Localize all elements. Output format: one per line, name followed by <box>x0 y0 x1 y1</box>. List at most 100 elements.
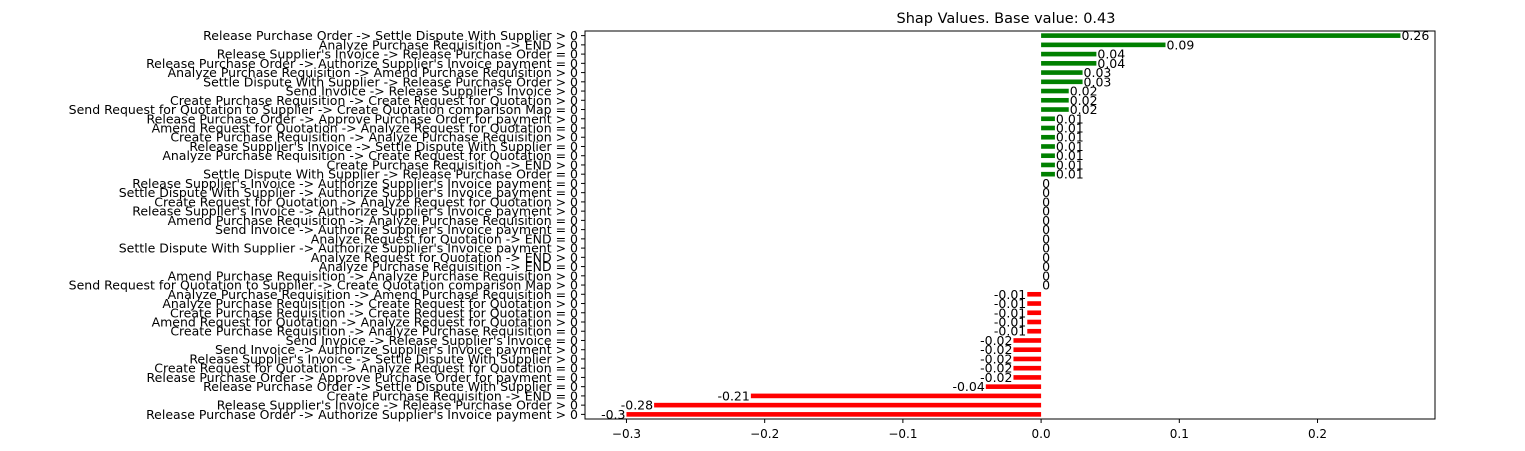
bar-value-label: 0.03 <box>1084 65 1112 80</box>
y-tick-label: Amend Request for Quotation -> Analyze R… <box>152 121 578 136</box>
y-tick-label: Release Purchase Order -> Settle Dispute… <box>203 28 578 43</box>
bar-value-label: 0.01 <box>1056 157 1084 172</box>
bar <box>1041 162 1055 168</box>
bar <box>1041 107 1069 112</box>
bar-value-label: -0.02 <box>980 333 1012 348</box>
bars-layer <box>626 33 1401 417</box>
y-tick-label: Release Purchase Order -> Authorize Supp… <box>146 407 578 422</box>
y-tick-label: Create Purchase Requisition -> Analyze P… <box>170 130 578 145</box>
y-tick-label: Analyze Purchase Requisition -> END = 0 <box>319 259 578 274</box>
bar <box>1013 375 1042 380</box>
bar-value-label: 0 <box>1042 250 1050 265</box>
y-tick-label: Settle Dispute With Supplier -> Authoriz… <box>119 241 578 256</box>
y-tick-label: Create Purchase Requisition -> Create Re… <box>170 93 578 108</box>
y-tick-label: Analyze Purchase Requisition -> Amend Pu… <box>168 287 578 302</box>
bar-value-label: 0.02 <box>1070 84 1098 99</box>
y-tick-label: Release Purchase Order -> Approve Purcha… <box>147 370 578 385</box>
bar <box>1013 338 1042 343</box>
y-tick-label: Analyze Purchase Requisition -> Create R… <box>162 296 578 311</box>
bar-value-label: 0 <box>1042 222 1050 237</box>
bar-value-label: -0.02 <box>980 361 1012 376</box>
y-tick-label: Release Purchase Order -> Settle Dispute… <box>203 379 578 394</box>
y-tick-label: Amend Purchase Requisition -> Analyze Pu… <box>168 213 578 228</box>
x-tick-label: 0.0 <box>1032 427 1051 441</box>
y-axis-labels: Release Purchase Order -> Settle Dispute… <box>69 28 585 422</box>
y-tick-label: Create Request for Quotation -> Analyze … <box>154 361 578 376</box>
x-tick-label: 0.1 <box>1170 427 1189 441</box>
bar <box>1041 70 1083 75</box>
bar-value-label: 0 <box>1042 278 1050 293</box>
bar-value-label: -0.02 <box>980 342 1012 357</box>
bar-value-label: 0 <box>1042 204 1050 219</box>
bar <box>1013 356 1042 362</box>
bar <box>1041 116 1055 122</box>
y-tick-label: Release Supplier's Invoice -> Release Pu… <box>217 47 578 62</box>
bar-value-label: 0 <box>1042 176 1050 191</box>
y-tick-label: Release Purchase Order -> Approve Purcha… <box>147 111 578 126</box>
bar <box>1027 291 1042 297</box>
bar-value-label: 0 <box>1042 268 1050 283</box>
y-tick-label: Analyze Purchase Requisition -> Amend Pu… <box>168 65 578 80</box>
y-tick-label: Send Invoice -> Authorize Supplier's Inv… <box>215 222 578 237</box>
bar-value-label: 0.01 <box>1056 121 1084 136</box>
x-tick-label: 0.2 <box>1308 427 1327 441</box>
x-tick-label: −0.3 <box>612 427 641 441</box>
y-tick-label: Settle Dispute With Supplier -> Release … <box>203 167 578 182</box>
bar-value-label: -0.04 <box>952 379 984 394</box>
y-tick-label: Send Invoice -> Release Supplier's Invoi… <box>286 333 578 348</box>
chart-title: Shap Values. Base value: 0.43 <box>897 11 1116 27</box>
bar-value-label: 0.09 <box>1166 37 1194 52</box>
bar-value-label: 0.03 <box>1084 74 1112 89</box>
y-tick-label: Create Request for Quotation -> Analyze … <box>154 194 578 209</box>
y-tick-label: Analyze Purchase Requisition -> END > 0 <box>319 37 578 52</box>
bar <box>1027 301 1042 306</box>
bar-value-label: 0 <box>1042 213 1050 228</box>
bar-value-label: 0 <box>1042 185 1050 200</box>
bar-value-label: 0.02 <box>1070 93 1098 108</box>
plot-frame <box>584 30 1436 420</box>
bar <box>985 384 1042 389</box>
y-tick-label: Analyze Request for Quotation -> END > 0 <box>311 250 578 265</box>
y-tick-label: Send Invoice -> Release Supplier's Invoi… <box>286 84 578 99</box>
bar-value-label: 0 <box>1042 231 1050 246</box>
bar <box>1041 153 1055 159</box>
y-tick-label: Create Purchase Requisition -> END > 0 <box>327 157 579 172</box>
bar <box>1041 61 1097 66</box>
bar-value-label: 0.04 <box>1097 47 1125 62</box>
bar <box>1027 310 1042 316</box>
bar-value-label: 0.01 <box>1056 111 1084 126</box>
bar-value-label: 0.01 <box>1056 167 1084 182</box>
y-tick-label: Release Supplier's Invoice -> Settle Dis… <box>189 139 578 154</box>
bar-value-label: 0 <box>1042 259 1050 274</box>
bar-value-label: 0.04 <box>1097 56 1125 71</box>
bar-value-label: -0.01 <box>994 324 1026 339</box>
bar-value-label: -0.01 <box>994 315 1026 330</box>
bar <box>1041 79 1083 85</box>
bar-value-label: 0 <box>1042 194 1050 209</box>
bar <box>1013 347 1042 353</box>
y-tick-label: Release Supplier's Invoice -> Authorize … <box>132 176 578 191</box>
y-tick-label: Release Purchase Order -> Authorize Supp… <box>146 56 578 71</box>
y-tick-label: Send Request for Quotation to Supplier -… <box>69 102 578 117</box>
bar <box>654 402 1042 408</box>
bar <box>1027 328 1042 334</box>
y-tick-label: Settle Dispute With Supplier -> Authoriz… <box>119 185 578 200</box>
bar-value-label: 0.01 <box>1056 139 1084 154</box>
bar-value-label: -0.01 <box>994 287 1026 302</box>
bar-value-label: -0.3 <box>601 407 625 422</box>
bar <box>1041 144 1055 149</box>
bar <box>1013 365 1042 371</box>
y-tick-label: Analyze Purchase Requisition -> Create R… <box>162 148 578 163</box>
bar <box>750 393 1042 399</box>
bar-value-label: -0.21 <box>718 388 750 403</box>
y-tick-label: Create Purchase Requisition -> END = 0 <box>327 388 579 403</box>
x-tick-label: −0.2 <box>750 427 779 441</box>
value-labels: 0.260.090.040.040.030.030.020.020.020.01… <box>601 28 1429 422</box>
bar <box>1041 134 1055 140</box>
bar <box>1041 88 1069 94</box>
y-tick-label: Settle Dispute With Supplier -> Release … <box>203 74 578 89</box>
y-tick-label: Analyze Request for Quotation -> END = 0 <box>311 231 578 246</box>
y-tick-label: Send Invoice -> Authorize Supplier's Inv… <box>215 342 578 357</box>
bar <box>1041 51 1097 57</box>
